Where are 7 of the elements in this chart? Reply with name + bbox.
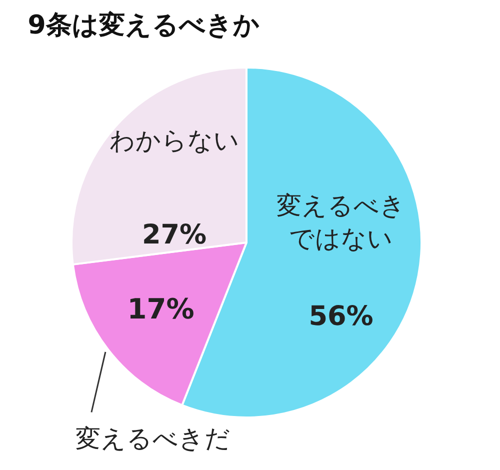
data-label: 56% bbox=[308, 301, 374, 332]
data-label: 27% bbox=[142, 219, 207, 250]
slice-label: 変えるべきだ bbox=[76, 424, 231, 453]
slice-label: わからない bbox=[109, 126, 240, 155]
slice-label: 変えるべきではない bbox=[276, 190, 406, 254]
chart-title: 9条は変えるべきか bbox=[28, 10, 260, 40]
data-label: 17% bbox=[127, 292, 194, 326]
